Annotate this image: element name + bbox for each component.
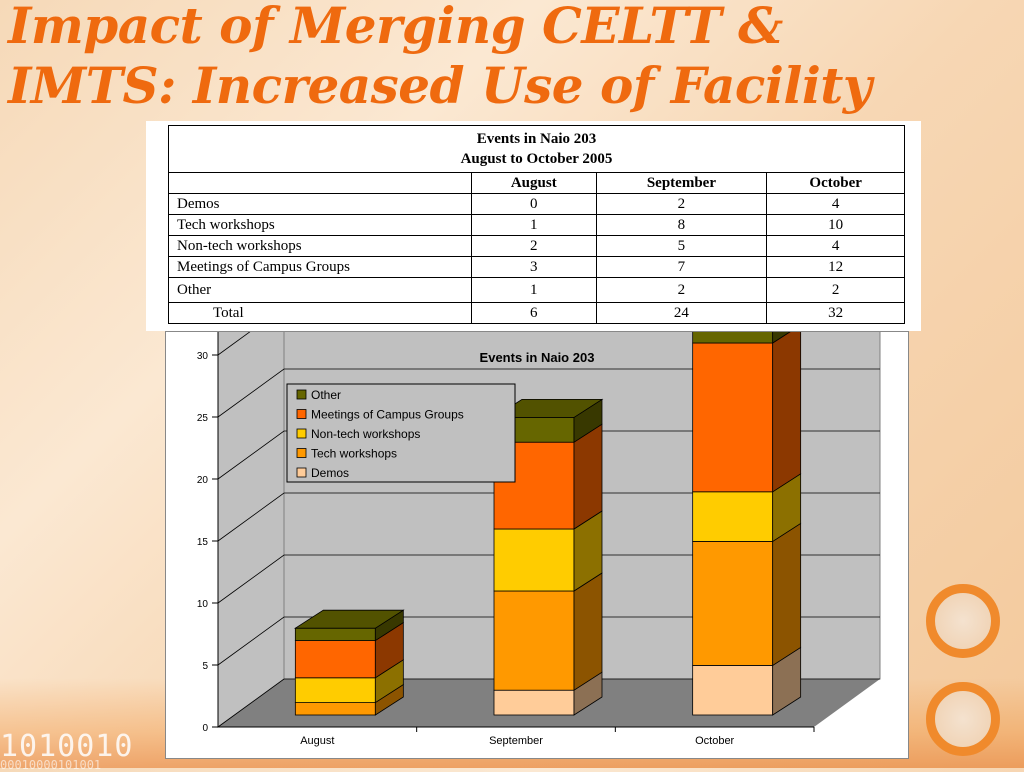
- cell-value: 10: [766, 214, 905, 236]
- x-tick-label: October: [695, 735, 734, 747]
- binary-decoration: 1010010: [0, 729, 134, 764]
- bar-segment-side: [573, 572, 603, 691]
- cell-value: 2: [471, 235, 597, 257]
- cell-value: 4: [766, 235, 905, 257]
- legend-label: Other: [311, 388, 341, 402]
- gridline: [217, 616, 880, 666]
- chart-title: Events in Naio 203: [480, 350, 595, 365]
- chart-legend: [286, 383, 516, 483]
- gridline: [217, 368, 880, 418]
- y-tick-label: 10: [197, 599, 209, 610]
- header-september: September: [595, 172, 768, 194]
- table-total-row: Total 6 24 32: [168, 302, 905, 324]
- table-caption-line-2: August to October 2005: [460, 151, 613, 167]
- total-value: 6: [471, 302, 597, 324]
- header-october: October: [766, 172, 905, 194]
- decorative-ring-top: [926, 584, 1000, 658]
- bar-segment: [692, 317, 774, 344]
- bar-segment: [493, 590, 575, 691]
- table-caption-line-1: Events in Naio 203: [476, 131, 597, 147]
- cell-value: 4: [766, 193, 905, 215]
- bar-segment-side: [772, 324, 802, 493]
- legend-swatch: [296, 409, 307, 419]
- cell-value: 2: [595, 277, 768, 303]
- legend-label: Meetings of Campus Groups: [311, 408, 464, 422]
- header-august: August: [471, 172, 597, 194]
- chart-side-wall: [217, 244, 285, 728]
- legend-swatch: [296, 448, 307, 458]
- legend-label: Tech workshops: [311, 447, 397, 461]
- title-line-2: IMTS: Increased Use of Facility: [8, 56, 872, 115]
- x-tick-label: September: [489, 735, 543, 747]
- cell-value: 3: [471, 256, 597, 278]
- row-label: Meetings of Campus Groups: [168, 256, 472, 278]
- cell-value: 0: [471, 193, 597, 215]
- y-tick-label: 5: [202, 661, 208, 672]
- cell-value: 2: [595, 193, 768, 215]
- header-blank: [168, 172, 472, 194]
- legend-label: Non-tech workshops: [311, 427, 420, 441]
- y-tick-label: 0: [202, 723, 208, 734]
- cell-value: 8: [595, 214, 768, 236]
- y-tick-label: 15: [197, 537, 209, 548]
- cell-value: 12: [766, 256, 905, 278]
- y-tick-label: 30: [197, 351, 209, 362]
- bar-segment: [692, 540, 774, 666]
- row-label: Tech workshops: [168, 214, 472, 236]
- gridline: [217, 554, 880, 604]
- table-row: Other 1 2 2: [168, 277, 905, 303]
- bar-segment: [692, 664, 774, 716]
- slide-title: Impact of Merging CELTT & IMTS: Increase…: [8, 0, 872, 116]
- cell-value: 1: [471, 277, 597, 303]
- table-caption: Events in Naio 203 August to October 200…: [168, 125, 905, 173]
- legend-swatch: [296, 428, 307, 439]
- title-line-1: Impact of Merging CELTT &: [8, 0, 783, 55]
- bar-segment: [294, 640, 376, 679]
- events-table: Events in Naio 203 August to October 200…: [168, 125, 905, 324]
- total-label: Total: [168, 302, 472, 324]
- table-row: Meetings of Campus Groups 3 7 12: [168, 256, 905, 278]
- bar-segment: [493, 528, 575, 592]
- chart-panel: 05101520253035AugustSeptemberOctoberEven…: [165, 244, 909, 759]
- row-label: Demos: [168, 193, 472, 215]
- bar-segment: [294, 702, 376, 716]
- gridline: [217, 492, 880, 542]
- gridline: [217, 430, 880, 480]
- bar-segment: [692, 491, 774, 542]
- legend-swatch: [296, 389, 307, 400]
- bar-segment-side: [772, 522, 802, 667]
- cell-value: 2: [766, 277, 905, 303]
- bar-segment: [493, 689, 575, 716]
- events-table-panel: Events in Naio 203 August to October 200…: [146, 121, 921, 331]
- bar-segment: [294, 627, 376, 642]
- legend-swatch: [296, 467, 307, 478]
- decorative-ring-bottom: [926, 682, 1000, 756]
- row-label: Other: [168, 277, 472, 303]
- y-tick-label: 20: [197, 475, 209, 486]
- table-row: Tech workshops 1 8 10: [168, 214, 905, 236]
- bar-segment: [294, 677, 376, 703]
- table-header-row: August September October: [168, 172, 905, 194]
- bar-segment: [692, 342, 774, 493]
- total-value: 24: [595, 302, 768, 324]
- cell-value: 7: [595, 256, 768, 278]
- total-value: 32: [766, 302, 905, 324]
- legend-label: Demos: [311, 466, 349, 480]
- bar-top: [293, 609, 405, 629]
- table-row: Non-tech workshops 2 5 4: [168, 235, 905, 257]
- cell-value: 1: [471, 214, 597, 236]
- row-label: Non-tech workshops: [168, 235, 472, 257]
- gridline: [217, 678, 880, 728]
- table-row: Demos 0 2 4: [168, 193, 905, 215]
- binary-decoration-small: 00010000101001: [0, 758, 102, 772]
- stacked-bar-chart: 05101520253035AugustSeptemberOctoberEven…: [197, 244, 881, 747]
- y-tick-label: 25: [197, 413, 209, 424]
- x-tick-label: August: [300, 735, 334, 747]
- cell-value: 5: [595, 235, 768, 257]
